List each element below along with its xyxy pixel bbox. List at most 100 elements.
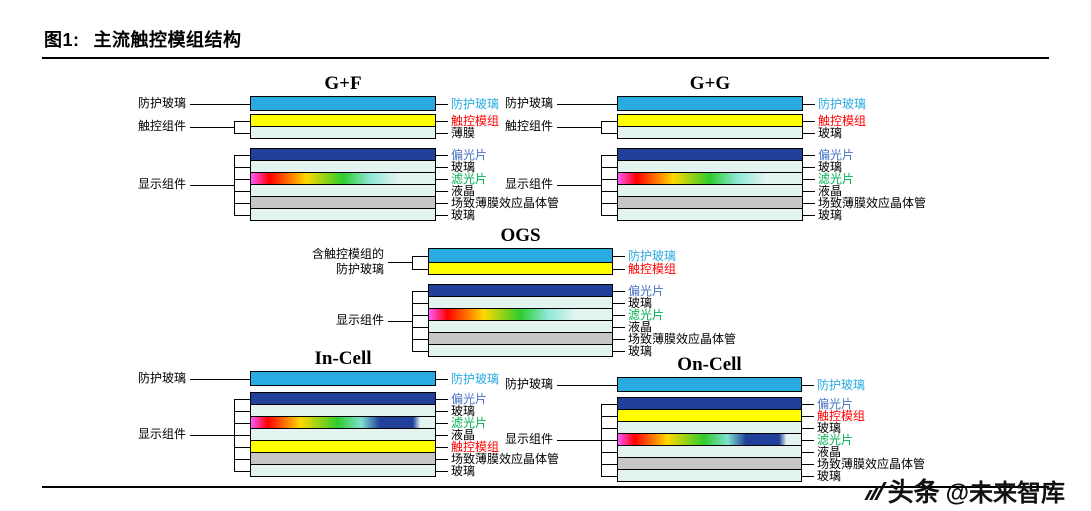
layer-leader-line: [436, 120, 448, 122]
watermark-handle: @未来智库: [945, 480, 1065, 507]
layer-label: 玻璃: [628, 295, 653, 310]
layer-bar: [428, 262, 613, 275]
layer-leader-line: [802, 403, 814, 405]
bracket-tick: [601, 120, 617, 122]
group-label: 防护玻璃: [504, 377, 553, 391]
layer-leader-line: [803, 120, 815, 122]
bracket-tick: [234, 166, 250, 168]
layer-leader-line: [436, 190, 448, 192]
layer-label: 玻璃: [451, 159, 476, 174]
layer-label: 触控模组: [451, 113, 500, 128]
layer-leader-line: [803, 178, 815, 180]
group-label: 显示组件: [504, 432, 553, 446]
group-label: 显示组件: [504, 177, 553, 191]
layer-leader-line: [613, 255, 625, 257]
layer-leader-line: [803, 154, 815, 156]
layer-label: 场致薄膜效应晶体管: [451, 195, 560, 210]
top-rule: [42, 57, 1049, 59]
bracket-tick: [234, 458, 250, 460]
layer-bar: [617, 208, 803, 221]
watermark: 头条 @未来智库: [863, 472, 1065, 509]
layer-label: 滤光片: [817, 432, 854, 447]
layer-leader-line: [436, 378, 448, 380]
layer-bar: [250, 371, 436, 386]
layer-bar: [617, 126, 803, 139]
group-label: 防护玻璃: [137, 371, 186, 385]
bracket-tick: [601, 166, 617, 168]
layer-label: 液晶: [818, 183, 843, 198]
layer-leader-line: [436, 434, 448, 436]
layer-leader-line: [803, 166, 815, 168]
bracket-tick: [412, 350, 428, 352]
bracket-tick: [234, 178, 250, 180]
bracket-tick: [601, 202, 617, 204]
layer-label: 防护玻璃: [451, 96, 500, 111]
bracket-spine: [412, 290, 413, 351]
layer-leader-line: [436, 154, 448, 156]
layer-label: 液晶: [628, 319, 653, 334]
layer-label: 触控模组: [451, 439, 500, 454]
group-label: 显示组件: [335, 313, 384, 327]
layer-leader-line: [436, 202, 448, 204]
bracket-tick: [234, 120, 250, 122]
layer-label: 滤光片: [451, 171, 488, 186]
diagram-title-incell: In-Cell: [314, 348, 372, 369]
group-leader-line: [557, 439, 601, 441]
figure-label: 图1:: [44, 30, 80, 50]
group-leader-line: [190, 184, 234, 186]
bracket-spine: [601, 120, 602, 133]
group-leader-line: [190, 126, 234, 128]
group-label: 防护玻璃: [504, 96, 553, 110]
layer-leader-line: [802, 451, 814, 453]
group-label: 触控组件: [504, 119, 553, 133]
layer-leader-line: [436, 166, 448, 168]
bracket-tick: [234, 398, 250, 400]
layer-leader-line: [436, 132, 448, 134]
layer-label: 液晶: [817, 444, 842, 459]
layer-leader-line: [436, 398, 448, 400]
layer-bar: [250, 208, 436, 221]
layer-label: 触控模组: [817, 408, 866, 423]
bracket-tick: [412, 302, 428, 304]
layer-label: 玻璃: [818, 207, 843, 222]
layer-label: 玻璃: [818, 125, 843, 140]
layer-label: 场致薄膜效应晶体管: [817, 456, 926, 471]
layer-label: 场致薄膜效应晶体管: [451, 451, 560, 466]
layer-bar: [428, 248, 613, 263]
layer-label: 场致薄膜效应晶体管: [818, 195, 927, 210]
bracket-tick: [234, 214, 250, 216]
group-label: 显示组件: [137, 427, 186, 441]
layer-leader-line: [803, 214, 815, 216]
bracket-spine: [234, 120, 235, 133]
group-label: 含触控模组的 防护玻璃: [311, 247, 384, 276]
layer-leader-line: [436, 214, 448, 216]
group-leader-line: [388, 320, 412, 322]
layer-leader-line: [436, 178, 448, 180]
layer-leader-line: [613, 268, 625, 270]
layer-leader-line: [436, 103, 448, 105]
diagram-title-gf: G+F: [324, 73, 362, 94]
layer-label: 玻璃: [818, 159, 843, 174]
layer-leader-line: [802, 463, 814, 465]
group-leader-line: [190, 378, 250, 380]
layer-label: 玻璃: [451, 463, 476, 478]
layer-bar: [250, 126, 436, 139]
layer-label: 防护玻璃: [451, 371, 500, 386]
layer-label: 偏光片: [818, 147, 855, 162]
diagram-title-oncell: On-Cell: [677, 354, 742, 375]
layer-label: 薄膜: [451, 125, 476, 140]
diagram-title-gg: G+G: [689, 73, 731, 94]
bracket-tick: [412, 255, 428, 257]
bracket-tick: [412, 268, 428, 270]
layer-leader-line: [802, 415, 814, 417]
bracket-tick: [601, 427, 617, 429]
bracket-tick: [412, 338, 428, 340]
bracket-tick: [601, 463, 617, 465]
layer-leader-line: [436, 422, 448, 424]
bracket-tick: [412, 314, 428, 316]
bracket-spine: [412, 255, 413, 269]
layer-leader-line: [436, 458, 448, 460]
layer-label: 场致薄膜效应晶体管: [628, 331, 737, 346]
layer-leader-line: [803, 190, 815, 192]
